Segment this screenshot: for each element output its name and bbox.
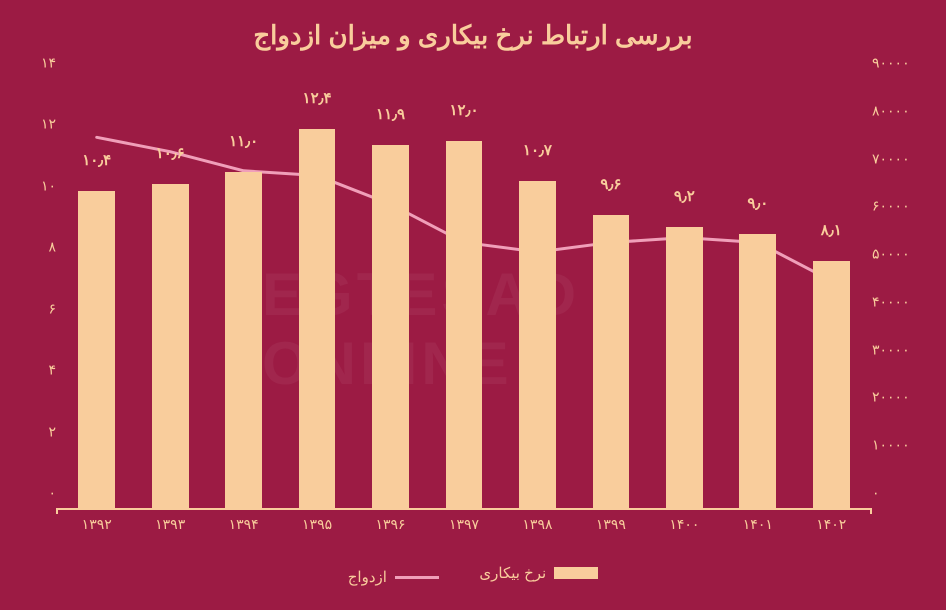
y-left-tick: ۱۴ [41,55,56,72]
y-right-tick: ۶۰۰۰۰ [872,198,910,215]
legend-swatch-bar [554,567,598,579]
bar-value-label: ۹٫۶ [600,175,621,193]
x-tick-label: ۱۳۹۸ [522,516,552,533]
bar [372,145,409,511]
y-left-tick: ۲ [48,423,56,440]
bar [593,215,630,510]
y-right-tick: ۰ [872,485,880,502]
y-right-tick: ۴۰۰۰۰ [872,293,910,310]
x-tick-label: ۱۳۹۷ [449,516,479,533]
y-right-tick: ۷۰۰۰۰ [872,150,910,167]
legend: نرخ بیکاری ازدواج [0,564,946,587]
x-tick-label: ۱۳۹۹ [596,516,626,533]
x-tick-label: ۱۴۰۰ [669,516,699,533]
x-tick-label: ۱۴۰۲ [816,516,846,533]
bar-value-label: ۱۱٫۹ [376,105,405,123]
bar-value-label: ۱۰٫۴ [82,151,111,169]
x-tick-label: ۱۳۹۵ [302,516,332,533]
legend-item-line: ازدواج [348,568,439,586]
bar [666,227,703,510]
y-right-tick: ۹۰۰۰۰ [872,55,910,72]
bar [739,234,776,510]
x-tick-label: ۱۳۹۲ [82,516,112,533]
bar-value-label: ۱۲٫۴ [303,89,332,107]
bar [225,172,262,510]
bar-value-label: ۸٫۱ [821,221,842,239]
y-right-tick: ۵۰۰۰۰ [872,246,910,263]
bar [519,181,556,510]
y-axis-left: ۰۲۴۶۸۱۰۱۲۱۴ [12,80,56,510]
bar-value-label: ۱۲٫۰ [449,101,478,119]
bar-value-label: ۱۰٫۷ [523,141,552,159]
plot-canvas: EGTESAD ONLINE ۱۰٫۴۱۰٫۶۱۱٫۰۱۲٫۴۱۱٫۹۱۲٫۰۱… [60,80,868,510]
bar [813,261,850,510]
x-tick-label: ۱۳۹۶ [375,516,405,533]
x-tick-label: ۱۴۰۱ [743,516,773,533]
x-tick-label: ۱۳۹۴ [229,516,259,533]
y-left-tick: ۱۰ [41,177,56,194]
y-left-tick: ۶ [48,300,56,317]
y-right-tick: ۱۰۰۰۰ [872,437,910,454]
bar [152,184,189,510]
plot-area: ۰۲۴۶۸۱۰۱۲۱۴ ۰۱۰۰۰۰۲۰۰۰۰۳۰۰۰۰۴۰۰۰۰۵۰۰۰۰۶۰… [60,80,868,510]
bar-value-label: ۱۱٫۰ [229,132,258,150]
y-left-tick: ۰ [48,485,56,502]
chart-title: بررسی ارتباط نرخ بیکاری و میزان ازدواج [0,0,946,51]
y-right-tick: ۸۰۰۰۰ [872,102,910,119]
legend-item-bar: نرخ بیکاری [479,564,598,582]
bar-value-label: ۹٫۰ [747,194,768,212]
bar [78,191,115,510]
bar [446,141,483,510]
y-left-tick: ۸ [48,239,56,256]
y-right-tick: ۳۰۰۰۰ [872,341,910,358]
x-axis: ۱۳۹۲ ۱۳۹۳ ۱۳۹۴ ۱۳۹۵ ۱۳۹۶ ۱۳۹۷ ۱۳۹۸ ۱۳۹۹ ۱۴۰۰ ۱۴۰۱… [60,514,868,540]
y-axis-right: ۰ ۱۰۰۰۰ ۲۰۰۰۰ ۳۰۰۰۰ ۴۰۰۰۰ ۵۰۰۰۰ ۶۰۰۰۰ ۷۰۰۰۰ ۸۰۰۰… [872,80,942,510]
y-left-tick: ۴ [48,362,56,379]
bar-value-label: ۱۰٫۶ [156,144,185,162]
legend-label-bar: نرخ بیکاری [479,564,546,582]
y-left-tick: ۱۲ [41,116,56,133]
bar-value-label: ۹٫۲ [674,187,695,205]
x-tick-label: ۱۳۹۳ [155,516,185,533]
legend-swatch-line [395,576,439,579]
y-right-tick: ۲۰۰۰۰ [872,389,910,406]
bar [299,129,336,510]
legend-label-line: ازدواج [348,568,387,586]
